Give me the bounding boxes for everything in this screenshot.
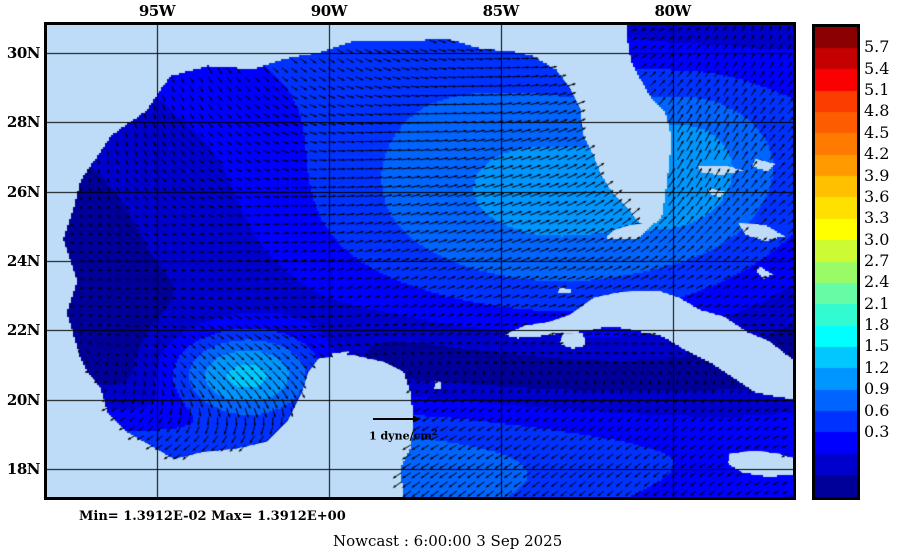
colorbar-tick-0-9: 0.9: [864, 379, 890, 399]
colorbar-tick-labels: 5.7 5.4 5.1 4.8 4.5 4.2 3.9 3.6 3.3 3.0 2.7 2.4 2.1 1…: [864, 24, 909, 500]
colorbar-tick-2-4: 2.4: [864, 272, 890, 292]
colorbar-tick-3-0: 3.0: [864, 229, 890, 249]
colorbar-tick-3-9: 3.9: [864, 165, 890, 185]
lat-label-24n: 24N: [6, 252, 41, 270]
lon-label-90w: 90W: [310, 2, 348, 20]
colorbar-tick-2-1: 2.1: [864, 293, 890, 313]
colorbar-tick-4-8: 4.8: [864, 101, 890, 121]
lat-label-26n: 26N: [6, 182, 41, 201]
lon-label-85w: 85W: [482, 2, 520, 20]
wind-stress-field-canvas: [47, 25, 793, 497]
colorbar-tick-4-5: 4.5: [864, 122, 890, 142]
colorbar-tick-0-3: 0.3: [864, 421, 890, 441]
colorbar-tick-3-3: 3.3: [864, 208, 890, 228]
colorbar-tick-3-6: 3.6: [864, 186, 890, 206]
colorbar-gradient: [815, 27, 857, 497]
colorbar-tick-1-8: 1.8: [864, 315, 890, 335]
colorbar-tick-1-2: 1.2: [864, 357, 890, 377]
nowcast-timestamp: Nowcast : 6:00:00 3 Sep 2025: [333, 532, 563, 550]
colorbar-tick-4-2: 4.2: [864, 144, 890, 164]
colorbar-tick-5-7: 5.7: [864, 37, 890, 57]
vector-scale-label: 1 dyne/cm2: [369, 427, 438, 443]
lon-label-95w: 95W: [138, 2, 176, 20]
colorbar-tick-0-6: 0.6: [864, 400, 890, 420]
lat-label-18n: 18N: [6, 460, 41, 479]
lat-label-28n: 28N: [6, 113, 41, 132]
lat-label-20n: 20N: [6, 390, 41, 409]
colorbar-tick-1-5: 1.5: [864, 336, 890, 356]
lat-label-30n: 30N: [6, 43, 41, 62]
lat-label-22n: 22N: [6, 321, 41, 340]
vector-scale-key: 1 dyne/cm2: [369, 413, 469, 447]
colorbar-tick-5-1: 5.1: [864, 80, 890, 100]
reference-arrow-icon: [373, 415, 421, 423]
lon-label-80w: 80W: [654, 2, 692, 20]
map-plot-area: 1 dyne/cm2: [44, 22, 796, 500]
colorbar-tick-5-4: 5.4: [864, 58, 890, 78]
colorbar: [812, 24, 860, 500]
colorbar-tick-2-7: 2.7: [864, 251, 890, 270]
vector-scale-text: 1 dyne/cm: [369, 429, 432, 443]
minmax-stats: Min= 1.3912E-02 Max= 1.3912E+00: [79, 509, 346, 524]
vector-scale-superscript: 2: [431, 427, 438, 437]
